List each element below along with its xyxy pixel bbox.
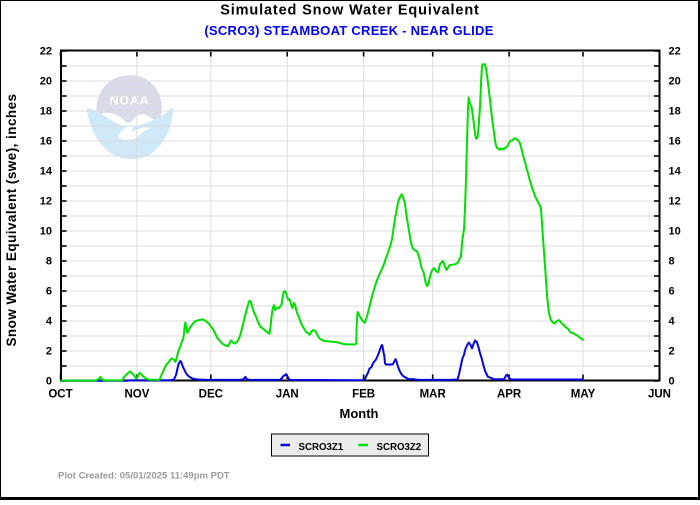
svg-text:SCRO3Z1: SCRO3Z1	[299, 442, 344, 453]
svg-text:8: 8	[46, 256, 52, 268]
svg-text:14: 14	[669, 166, 682, 178]
svg-text:DEC: DEC	[199, 389, 223, 401]
svg-text:4: 4	[669, 316, 676, 328]
svg-text:14: 14	[40, 166, 53, 178]
svg-text:20: 20	[669, 76, 681, 88]
svg-text:Snow Water Equivalent (swe),: Snow Water Equivalent (swe), inches	[4, 93, 19, 346]
svg-text:18: 18	[669, 106, 681, 118]
svg-text:10: 10	[669, 226, 681, 238]
svg-text:0: 0	[46, 376, 52, 388]
svg-text:8: 8	[669, 256, 675, 268]
svg-text:2: 2	[46, 346, 52, 358]
svg-text:22: 22	[40, 46, 52, 58]
svg-text:0: 0	[669, 376, 675, 388]
svg-text:18: 18	[40, 106, 52, 118]
svg-text:Simulated Snow Water Equivalen: Simulated Snow Water Equivalent	[220, 3, 479, 19]
svg-text:APR: APR	[497, 389, 522, 401]
svg-text:(SCRO3) STEAMBOAT CREEK - NEAR: (SCRO3) STEAMBOAT CREEK - NEAR GLIDE	[204, 23, 493, 38]
svg-text:6: 6	[46, 286, 52, 298]
svg-text:20: 20	[40, 76, 52, 88]
svg-text:SCRO3Z2: SCRO3Z2	[377, 442, 422, 453]
svg-text:22: 22	[669, 46, 681, 58]
svg-text:NOV: NOV	[124, 389, 149, 401]
svg-text:12: 12	[40, 196, 52, 208]
svg-text:12: 12	[669, 196, 681, 208]
svg-text:2: 2	[669, 346, 675, 358]
svg-text:6: 6	[669, 286, 675, 298]
svg-text:OCT: OCT	[48, 389, 72, 401]
svg-text:4: 4	[46, 316, 53, 328]
svg-text:JUN: JUN	[648, 389, 671, 401]
svg-text:FEB: FEB	[352, 389, 375, 401]
svg-text:MAY: MAY	[571, 389, 596, 401]
svg-text:Plot Created: 05/01/2025 11:49: Plot Created: 05/01/2025 11:49pm PDT	[58, 471, 230, 482]
svg-text:16: 16	[669, 136, 681, 148]
svg-text:JAN: JAN	[276, 389, 299, 401]
svg-text:MAR: MAR	[420, 389, 447, 401]
svg-text:Month: Month	[340, 406, 379, 421]
svg-text:NOAA: NOAA	[109, 94, 149, 108]
svg-text:16: 16	[40, 136, 52, 148]
svg-text:10: 10	[40, 226, 52, 238]
